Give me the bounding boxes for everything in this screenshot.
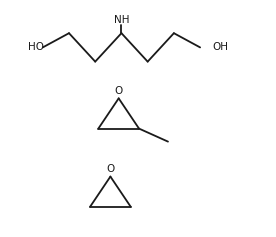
Text: HO: HO xyxy=(28,42,44,52)
Text: NH: NH xyxy=(114,15,129,25)
Text: O: O xyxy=(115,86,123,96)
Text: O: O xyxy=(106,164,115,174)
Text: OH: OH xyxy=(213,42,229,52)
